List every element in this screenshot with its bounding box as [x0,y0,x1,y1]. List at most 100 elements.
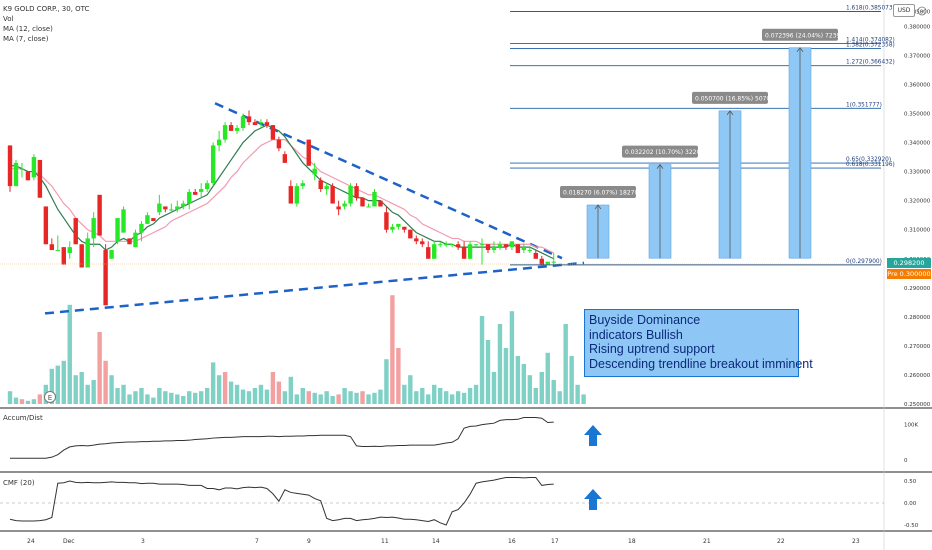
volume-bar [551,380,556,404]
fib-level-label: 1.618(0.385073) [846,6,895,12]
candle-body [282,154,288,163]
cmf-tick: 0.00 [904,501,917,507]
volume-bar [121,384,126,404]
candle-body [91,218,96,239]
candle-body [497,244,503,248]
ma7-line [10,124,554,260]
candle-body [234,127,240,131]
candle-body [121,209,126,233]
volume-bar [222,372,228,404]
volume-bar [97,332,102,404]
candle-body [420,241,425,245]
price-tick-label: 0.385000 [904,10,931,16]
volume-bar [384,359,389,404]
volume-bar [37,394,43,404]
volume-bar [73,375,78,404]
price-target-label: 0.018270 (6.07%) 18270 [563,190,638,197]
volume-bar [378,389,383,404]
settings-menu-icon[interactable] [917,6,927,16]
price-target-arrowhead [726,110,734,116]
volume-bar [527,375,533,404]
candle-body [85,238,90,268]
candle-body [139,223,144,233]
candle-body [426,247,431,259]
price-target-arrowhead [656,163,664,169]
candle-body [175,206,180,210]
volume-bar [581,394,586,404]
candle-body [438,244,443,246]
time-axis-label: 17 [551,538,559,545]
candle-body [330,186,335,204]
cmf-tick: 0.50 [904,479,917,485]
candle-body [366,206,371,208]
price-target-label: 0.072396 (24.04%) 72396 [765,32,844,39]
candle-body [19,168,25,170]
candle-body [222,125,228,140]
currency-button[interactable]: USD [893,4,915,17]
price-tick-label: 0.290000 [904,286,931,292]
candle-body [193,191,198,195]
candle-body [515,244,521,253]
earnings-event-icon[interactable]: E [44,391,56,403]
note-line-3: Rising uptrend support [589,342,715,356]
time-axis-label: 18 [628,538,636,545]
candle-body [169,209,174,211]
price-target-label-bg [692,91,768,104]
volume-bar [25,400,31,404]
legend-ma12[interactable]: MA (12, close) [3,25,53,33]
volume-bar [246,391,252,404]
fib-level-label: 1.414(0.374082) [846,37,895,43]
candle-body [473,244,479,246]
note-line-1: Buyside Dominance [589,313,701,327]
time-axis-label: 7 [255,538,259,545]
pane-label-cmf[interactable]: CMF (20) [3,479,35,487]
volume-bar [252,388,258,404]
volume-bar [282,391,288,404]
volume-bar [7,391,13,404]
candle-body [246,116,252,123]
price-tick-label: 0.330000 [904,170,931,176]
candle-body [73,218,78,245]
volume-bar [575,384,580,404]
volume-bar [181,396,186,404]
time-axis-label: 24 [27,538,35,545]
chart-legend: K9 GOLD CORP., 30, OTC Vol MA (12, close… [3,4,89,44]
candle-body [503,244,509,248]
candle-body [485,244,491,251]
volume-bar [354,392,359,404]
candle-body [43,206,49,245]
volume-bar [443,391,449,404]
volume-bar [157,388,162,404]
price-tick-label: 0.270000 [904,344,931,350]
time-axis-label: 16 [508,538,516,545]
volume-bar [210,362,216,404]
accum-dist-tick: 0 [904,458,908,464]
volume-bar [372,392,377,404]
legend-title[interactable]: K9 GOLD CORP., 30, OTC [3,5,90,13]
volume-bar [497,324,503,404]
time-axis-label: 3 [141,538,145,545]
price-tick-label: 0.360000 [904,82,931,88]
candle-body [479,244,485,246]
volume-bar [533,388,538,404]
volume-bar [479,316,485,404]
accum-dist-tick: 100K [904,423,918,429]
legend-volume[interactable]: Vol [3,15,14,23]
candle-body [324,186,329,190]
fib-level-label: 0(0.297900) [846,259,882,265]
volume-bar [390,295,395,404]
candle-body [408,229,413,239]
legend-ma7[interactable]: MA (7, close) [3,35,49,43]
volume-bar [270,372,276,404]
volume-bar [300,388,305,404]
candle-body [521,247,527,251]
volume-bar [216,375,222,404]
price-tick-label: 0.250000 [904,402,931,408]
candle-body [342,203,347,207]
pane-label-accum-dist[interactable]: Accum/Dist [3,414,43,422]
price-tick-label: 0.280000 [904,315,931,321]
price-tick-label: 0.260000 [904,373,931,379]
note-line-2: indicators Bullish [589,327,683,342]
